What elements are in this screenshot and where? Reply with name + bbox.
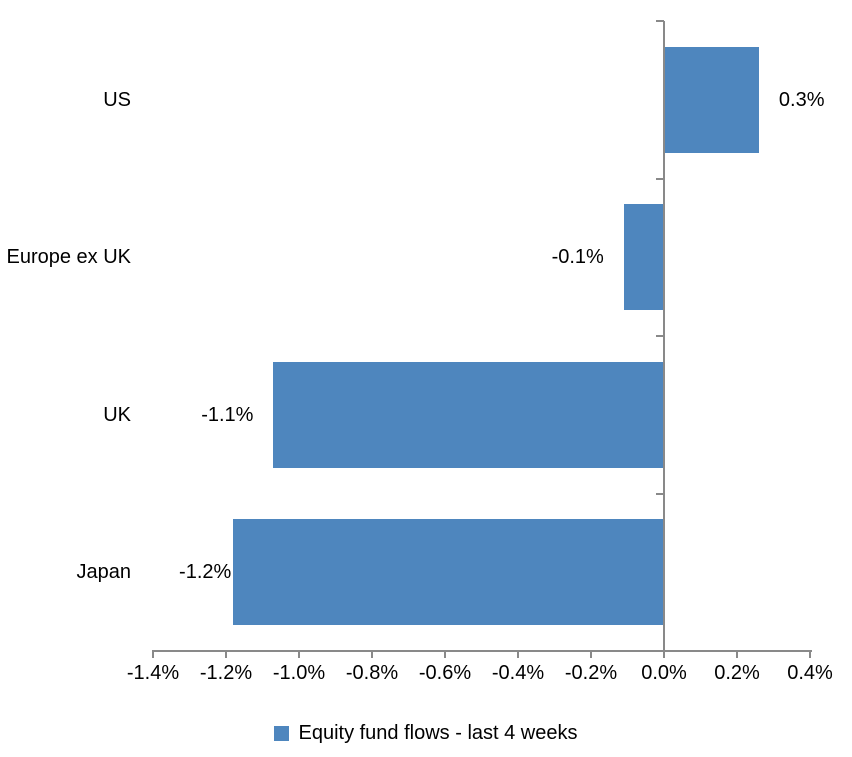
legend: Equity fund flows - last 4 weeks <box>0 722 852 744</box>
x-axis-tick <box>590 650 592 658</box>
x-axis-tick <box>371 650 373 658</box>
category-label-uk: UK <box>103 403 131 426</box>
x-axis-tick <box>298 650 300 658</box>
x-axis-tick-label: -1.0% <box>272 662 326 684</box>
category-axis-tick <box>656 335 664 337</box>
value-label-europe-ex-uk: -0.1% <box>551 246 604 269</box>
x-axis-tick-label: -0.6% <box>418 662 472 684</box>
value-label-uk: -1.1% <box>201 403 254 426</box>
x-axis-tick <box>444 650 446 658</box>
x-axis-tick <box>809 650 811 658</box>
x-axis-tick <box>152 650 154 658</box>
x-axis-tick-label: -0.2% <box>564 662 618 684</box>
bar-us <box>664 46 759 153</box>
value-label-us: 0.3% <box>778 88 825 111</box>
x-axis-tick <box>517 650 519 658</box>
category-axis-tick <box>656 20 664 22</box>
category-label-us: US <box>103 88 131 111</box>
x-axis-tick-label: -0.4% <box>491 662 545 684</box>
x-axis-tick <box>736 650 738 658</box>
x-axis-tick-label: -1.4% <box>126 662 180 684</box>
x-axis-tick <box>225 650 227 658</box>
legend-label: Equity fund flows - last 4 weeks <box>298 722 578 744</box>
category-axis-tick <box>656 177 664 180</box>
x-axis-line <box>153 650 812 652</box>
category-label-europe-ex-uk: Europe ex UK <box>6 246 131 269</box>
zero-axis-line <box>663 21 665 658</box>
x-axis-tick-label: -1.2% <box>199 662 253 684</box>
x-axis-tick-label: 0.4% <box>787 662 833 684</box>
value-label-japan: -1.2% <box>179 561 232 584</box>
bar-europe-ex-uk <box>623 204 664 311</box>
x-axis-tick-label: -0.8% <box>345 662 399 684</box>
category-axis-tick <box>656 650 664 652</box>
category-axis-tick <box>656 492 664 495</box>
bar-japan <box>233 519 664 626</box>
x-axis-tick-label: 0.2% <box>714 662 760 684</box>
x-axis-tick-label: 0.0% <box>641 662 687 684</box>
category-label-japan: Japan <box>76 561 132 584</box>
legend-swatch-icon <box>274 725 290 741</box>
bar-uk <box>273 361 664 468</box>
